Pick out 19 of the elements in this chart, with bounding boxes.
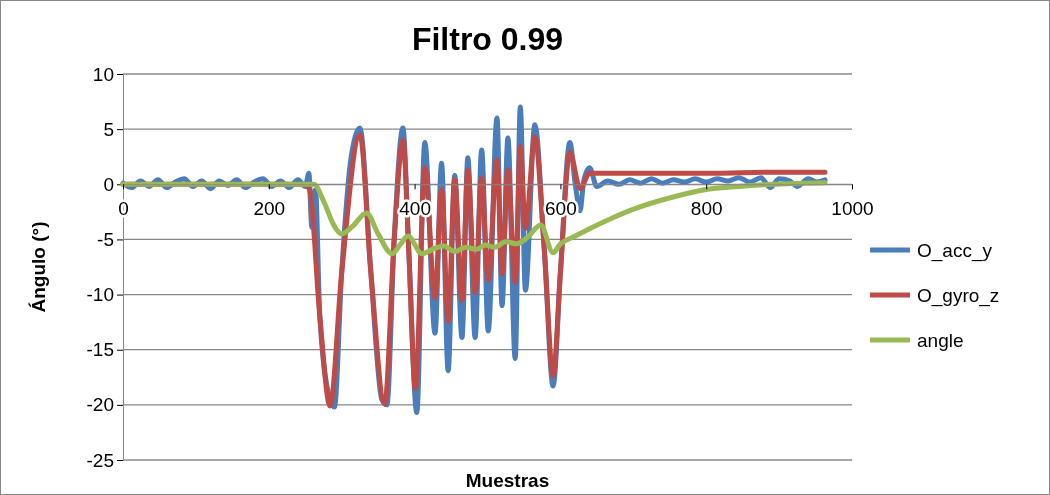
y-tick-label: 0: [103, 173, 114, 195]
y-tick-label: -15: [86, 339, 114, 361]
legend-label: O_acc_y: [917, 240, 993, 262]
legend-label: angle: [917, 330, 964, 351]
x-tick-label: 400: [399, 198, 431, 220]
x-axis-title: Muestras: [465, 470, 550, 491]
legend-label: O_gyro_z: [917, 285, 1000, 307]
y-tick-label: -10: [86, 284, 114, 306]
x-tick-label: 1000: [831, 198, 874, 220]
y-tick-label: 5: [103, 118, 114, 140]
y-tick-label: 10: [92, 63, 114, 85]
chart-title: Filtro 0.99: [411, 21, 564, 57]
y-axis-title: Ángulo (°): [28, 221, 49, 313]
y-tick-label: -25: [86, 449, 114, 471]
x-tick-label: 200: [253, 198, 286, 220]
x-tick-label: 800: [690, 198, 723, 220]
y-tick-label: -20: [86, 394, 114, 416]
x-tick-label: 0: [118, 198, 129, 220]
y-tick-label: -5: [97, 229, 114, 251]
